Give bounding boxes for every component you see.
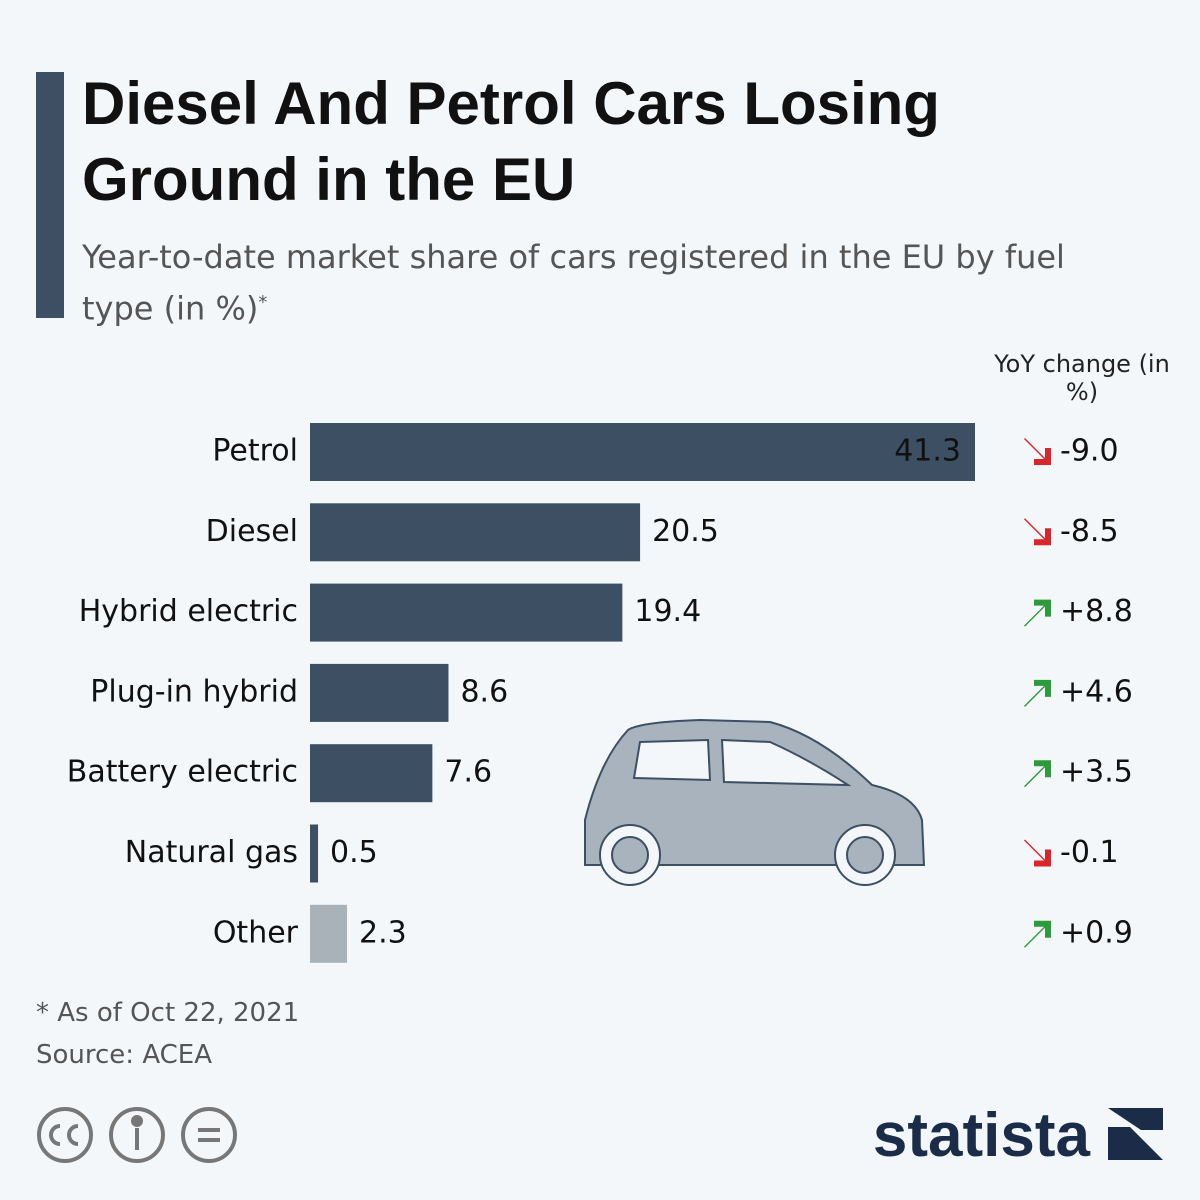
category-label: Diesel: [206, 514, 298, 549]
arrow-up: [1024, 920, 1051, 948]
subtitle-text: Year-to-date market share of cars regist…: [82, 238, 1065, 328]
arrow-down: [1024, 839, 1051, 867]
category-label: Natural gas: [125, 835, 298, 870]
value-label: 20.5: [652, 514, 719, 549]
value-label: 2.3: [359, 915, 407, 950]
chart-title: Diesel And Petrol Cars Losing Ground in …: [82, 70, 940, 213]
category-label: Plug-in hybrid: [90, 674, 298, 709]
chart-subtitle: Year-to-date market share of cars regist…: [82, 234, 1082, 332]
arrow-up: [1024, 679, 1051, 707]
bar: [310, 503, 641, 562]
value-label: 0.5: [330, 835, 378, 870]
yoy-label: +4.6: [1060, 674, 1133, 709]
footnote: * As of Oct 22, 2021: [36, 998, 300, 1028]
value-label: 8.6: [460, 674, 508, 709]
category-label: Battery electric: [67, 755, 298, 790]
bar: [310, 583, 623, 642]
arrow-down: [1024, 438, 1051, 465]
brand-logo: [1108, 1108, 1163, 1160]
yoy-label: -0.1: [1060, 835, 1119, 870]
bar: [310, 663, 449, 722]
yoy-label: -8.5: [1060, 514, 1119, 549]
bar: [310, 423, 975, 481]
yoy-label: +3.5: [1060, 755, 1133, 790]
arrow-down: [1024, 518, 1051, 546]
value-label: 19.4: [634, 594, 701, 629]
title-accent: [36, 72, 64, 318]
brand: statista: [872, 1101, 1090, 1170]
subtitle-mark: *: [258, 292, 268, 313]
yoy-label: -9.0: [1060, 434, 1119, 469]
arrow-up: [1024, 760, 1051, 788]
category-label: Petrol: [212, 434, 298, 469]
yoy-title: YoY change (in %): [994, 350, 1170, 406]
footer: * As of Oct 22, 2021 Source: ACEA: [36, 992, 299, 1076]
yoy-label: +8.8: [1060, 594, 1133, 629]
car-icon: [584, 718, 926, 886]
category-label: Hybrid electric: [79, 594, 298, 629]
value-label: 7.6: [444, 755, 492, 790]
bar: [310, 824, 319, 883]
value-label: 41.3: [894, 434, 961, 469]
category-label: Other: [213, 915, 299, 950]
bar: [310, 744, 433, 803]
license-icons: [37, 1107, 237, 1163]
yoy-label: +0.9: [1060, 915, 1133, 950]
arrow-up: [1024, 599, 1051, 627]
source: Source: ACEA: [36, 1040, 213, 1070]
bar: [310, 904, 348, 963]
